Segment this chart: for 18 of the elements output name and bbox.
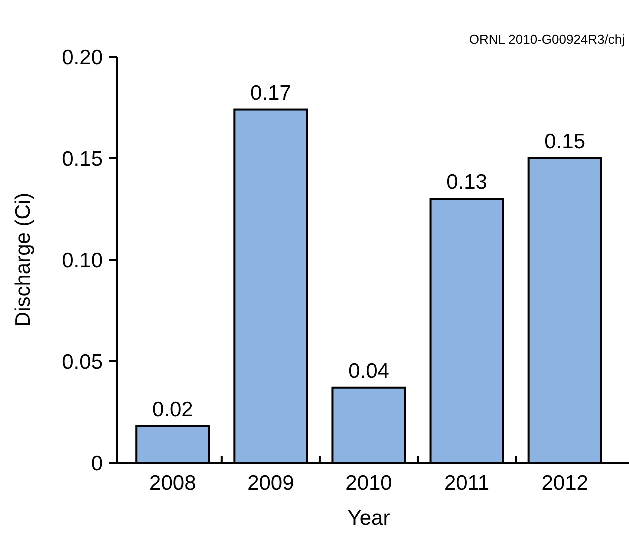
y-axis-title: Discharge (Ci) xyxy=(12,192,35,328)
x-tick-label: 2009 xyxy=(248,472,294,495)
y-tick-label: 0 xyxy=(91,452,103,476)
y-tick-label: 0.20 xyxy=(62,46,103,70)
y-tick-label: 0.10 xyxy=(62,249,103,272)
data-label: 0.17 xyxy=(250,82,292,105)
data-label: 0.15 xyxy=(544,130,586,154)
y-tick-label: 0.05 xyxy=(62,350,103,374)
text: ORNL 2010-G00924R3/chj xyxy=(469,32,626,47)
x-axis-title: Year xyxy=(348,507,390,530)
x-tick-label: 2010 xyxy=(346,472,392,495)
x-tick-label: 2011 xyxy=(444,472,490,495)
data-label: 0.04 xyxy=(348,360,390,383)
y-tick-label: 0.15 xyxy=(62,148,103,171)
x-tick-label: 2008 xyxy=(150,472,196,495)
data-label: 0.02 xyxy=(152,398,194,422)
data-label: 0.13 xyxy=(446,171,488,194)
x-tick-label: 2012 xyxy=(542,472,588,495)
